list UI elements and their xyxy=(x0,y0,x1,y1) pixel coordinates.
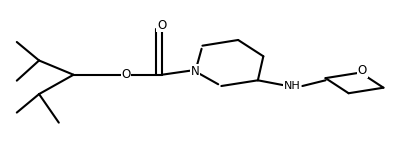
Text: O: O xyxy=(358,64,367,77)
Text: O: O xyxy=(121,68,131,81)
Text: O: O xyxy=(157,19,166,32)
Text: N: N xyxy=(191,65,199,78)
Text: NH: NH xyxy=(284,81,300,91)
